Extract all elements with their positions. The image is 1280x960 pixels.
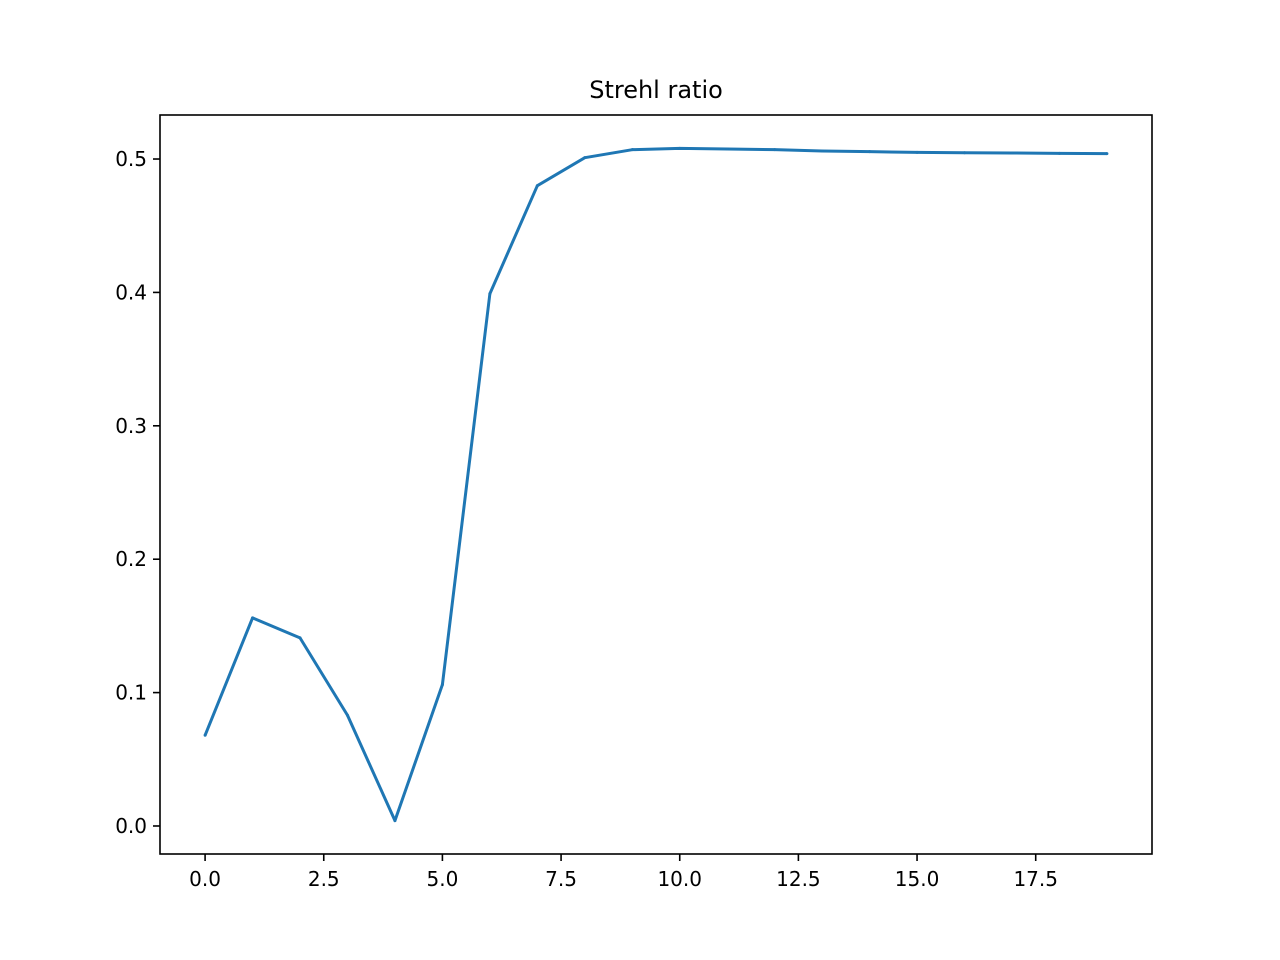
data-point	[1105, 152, 1109, 156]
data-point	[678, 146, 682, 150]
data-point	[345, 713, 349, 717]
x-axis-ticks: 0.0 2.5 5.0 7.5 10.0 12.5 15.0 17.5	[189, 854, 1058, 891]
data-point	[915, 150, 919, 154]
data-point	[535, 184, 539, 188]
data-point	[630, 148, 634, 152]
data-point	[393, 819, 397, 823]
series-layer	[203, 146, 1109, 823]
data-point	[963, 151, 967, 155]
data-point	[440, 683, 444, 687]
data-point	[298, 636, 302, 640]
data-point	[773, 148, 777, 152]
data-point	[203, 733, 207, 737]
x-tick-label: 5.0	[427, 867, 459, 891]
data-point	[725, 147, 729, 151]
x-tick-label: 10.0	[657, 867, 702, 891]
y-tick-label: 0.4	[115, 280, 147, 304]
series-line	[203, 146, 1107, 823]
y-axis-ticks: 0.0 0.1 0.2 0.3 0.4 0.5	[115, 147, 160, 838]
y-tick-label: 0.0	[115, 814, 147, 838]
y-tick-label: 0.1	[115, 681, 147, 705]
x-tick-label: 17.5	[1013, 867, 1058, 891]
x-tick-label: 12.5	[776, 867, 821, 891]
x-tick-label: 2.5	[308, 867, 340, 891]
data-point	[1057, 151, 1061, 155]
x-tick-label: 15.0	[895, 867, 940, 891]
x-tick-label: 7.5	[545, 867, 577, 891]
data-point	[820, 149, 824, 153]
data-point	[868, 150, 872, 154]
data-point	[583, 156, 587, 160]
data-point	[488, 292, 492, 296]
plot-area-frame	[159, 114, 1153, 855]
chart-title: Strehl ratio	[589, 76, 723, 104]
y-tick-label: 0.5	[115, 147, 147, 171]
y-tick-label: 0.2	[115, 547, 147, 571]
data-point	[1010, 151, 1014, 155]
data-point	[251, 616, 255, 620]
x-tick-label: 0.0	[189, 867, 221, 891]
y-tick-label: 0.3	[115, 414, 147, 438]
